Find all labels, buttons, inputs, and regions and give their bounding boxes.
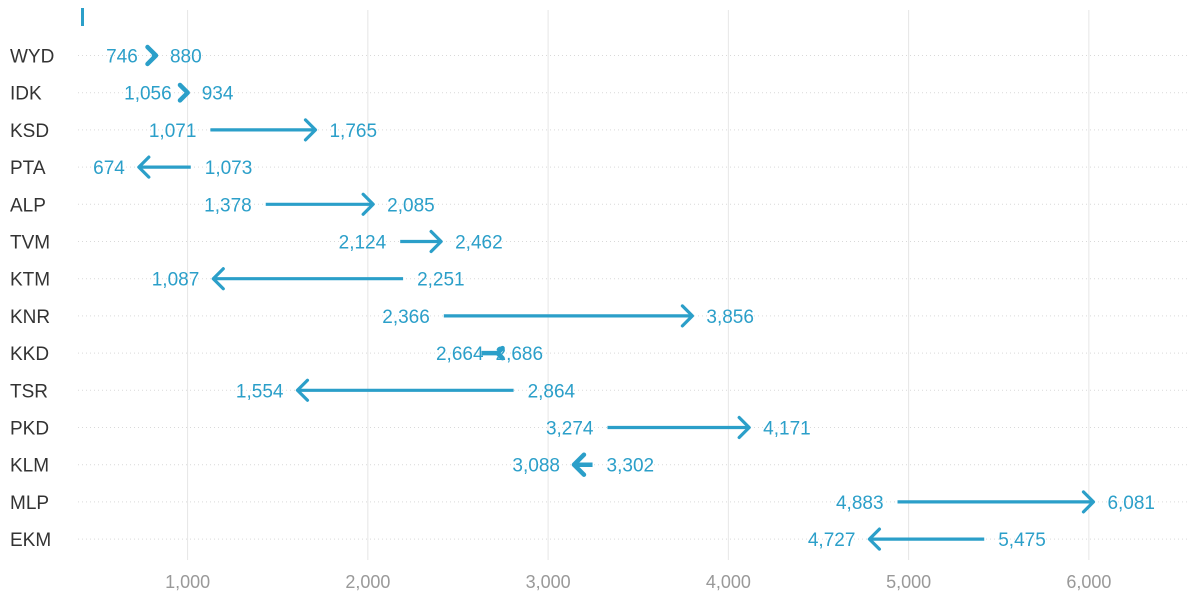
arrow-mark (295, 378, 514, 402)
arrow-head (145, 44, 159, 67)
arrow-head (429, 229, 443, 254)
arrow-head (867, 527, 881, 551)
category-label: KSD (10, 121, 49, 142)
arrow-mark (571, 452, 593, 477)
arrow-mark (607, 415, 751, 440)
category-label: IDK (10, 84, 42, 105)
category-label: WYD (10, 47, 54, 68)
value-label: 880 (170, 47, 202, 68)
arrow-head (295, 378, 310, 402)
arrow-head (177, 82, 190, 103)
value-label: 3,088 (512, 456, 560, 477)
arrow-head (303, 118, 318, 142)
arrow-head (137, 155, 151, 179)
category-label: PKD (10, 419, 49, 440)
value-label: 2,085 (387, 195, 435, 216)
value-label: 4,727 (808, 530, 856, 551)
x-tick-label: 4,000 (706, 572, 751, 592)
arrow-head (361, 192, 375, 216)
category-label: KTM (10, 270, 50, 291)
category-label: PTA (10, 158, 46, 179)
value-label: 2,366 (382, 307, 430, 328)
grid (187, 10, 1090, 560)
value-label: 5,475 (998, 530, 1046, 551)
value-label: 1,765 (329, 121, 377, 142)
arrow-mark (481, 345, 505, 361)
arrow-mark (400, 229, 443, 254)
arrow-mark (897, 490, 1096, 514)
category-label: TVM (10, 233, 50, 254)
x-tick-label: 2,000 (345, 572, 390, 592)
arrow-mark (211, 267, 404, 291)
x-tick-label: 3,000 (526, 572, 571, 592)
arrow-head (737, 415, 751, 440)
category-label: KLM (10, 456, 49, 477)
arrow-mark (443, 304, 694, 328)
value-label: 2,462 (455, 233, 503, 254)
category-label: TSR (10, 381, 48, 402)
x-axis: 1,000 2,000 3,000 4,000 5,000 6,000 (165, 572, 1111, 592)
value-label: 3,302 (607, 456, 655, 477)
value-label: 1,378 (204, 195, 252, 216)
corner-marker (81, 8, 84, 26)
arrow-series (137, 44, 1096, 551)
value-label: 1,073 (205, 158, 253, 179)
value-label: 1,554 (236, 381, 284, 402)
value-label: 674 (93, 158, 125, 179)
category-label: ALP (10, 195, 46, 216)
value-label: 2,664 (436, 344, 484, 365)
value-label: 3,856 (706, 307, 754, 328)
value-label: 4,171 (763, 419, 811, 440)
arrow-mark (867, 527, 985, 551)
arrow-mark (137, 155, 191, 179)
arrow-mark (265, 192, 375, 216)
value-label: 4,883 (836, 493, 884, 514)
value-label: 2,686 (496, 344, 544, 365)
x-tick-label: 6,000 (1066, 572, 1111, 592)
value-label: 2,864 (528, 381, 576, 402)
value-label: 1,087 (152, 270, 200, 291)
value-label: 3,274 (546, 419, 594, 440)
category-axis: WYD IDK KSD PTA ALP TVM KTM KNR KKD TSR PKD KLM MLP E… (10, 47, 54, 552)
x-tick-label: 5,000 (886, 572, 931, 592)
arrow-mark (145, 44, 159, 67)
arrow-mark (177, 82, 190, 103)
arrow-head (680, 304, 694, 328)
value-label: 1,056 (124, 84, 172, 105)
value-label: 2,124 (339, 233, 387, 254)
category-label: MLP (10, 493, 49, 514)
arrow-head (495, 345, 505, 361)
value-label: 1,071 (149, 121, 197, 142)
arrow-head (571, 452, 587, 477)
x-tick-label: 1,000 (165, 572, 210, 592)
arrow-head (1081, 490, 1096, 514)
category-label: KNR (10, 307, 50, 328)
value-label: 6,081 (1107, 493, 1155, 514)
category-label: KKD (10, 344, 49, 365)
value-label: 2,251 (417, 270, 465, 291)
arrow-head (211, 267, 225, 291)
value-label: 934 (202, 84, 234, 105)
arrow-mark (210, 118, 318, 142)
value-label: 746 (106, 47, 138, 68)
category-label: EKM (10, 530, 51, 551)
